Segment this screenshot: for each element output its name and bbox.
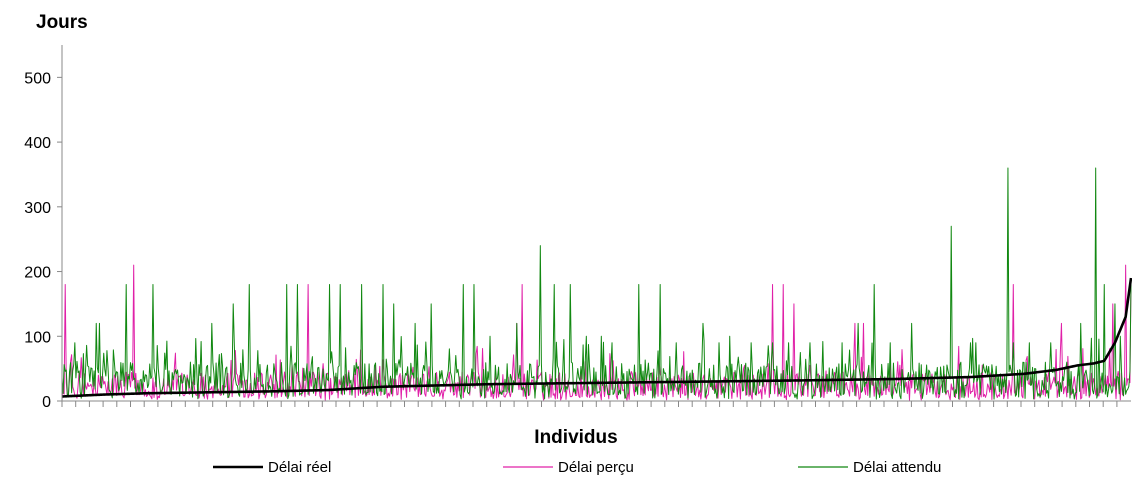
- series-layer: [61, 167, 1132, 401]
- legend-label: Délai réel: [268, 459, 331, 476]
- y-tick-label: 0: [42, 394, 51, 411]
- y-tick-label: 300: [24, 200, 51, 217]
- y-tick-label: 200: [24, 265, 51, 282]
- x-axis-ticks: [61, 401, 1118, 407]
- y-tick-label: 500: [24, 70, 51, 87]
- y-tick-label: 100: [24, 329, 51, 346]
- series-line: [61, 167, 1132, 400]
- x-axis-title: Individus: [534, 427, 617, 448]
- series-line: [61, 277, 1132, 398]
- legend-label: Délai perçu: [558, 459, 634, 476]
- y-axis-title: Jours: [36, 12, 88, 33]
- y-axis-ticks: 0 100 200 300 400 500: [24, 70, 62, 411]
- legend: Délai réel Délai perçu Délai attendu: [213, 459, 941, 476]
- y-tick-label: 400: [24, 135, 51, 152]
- legend-label: Délai attendu: [853, 459, 941, 476]
